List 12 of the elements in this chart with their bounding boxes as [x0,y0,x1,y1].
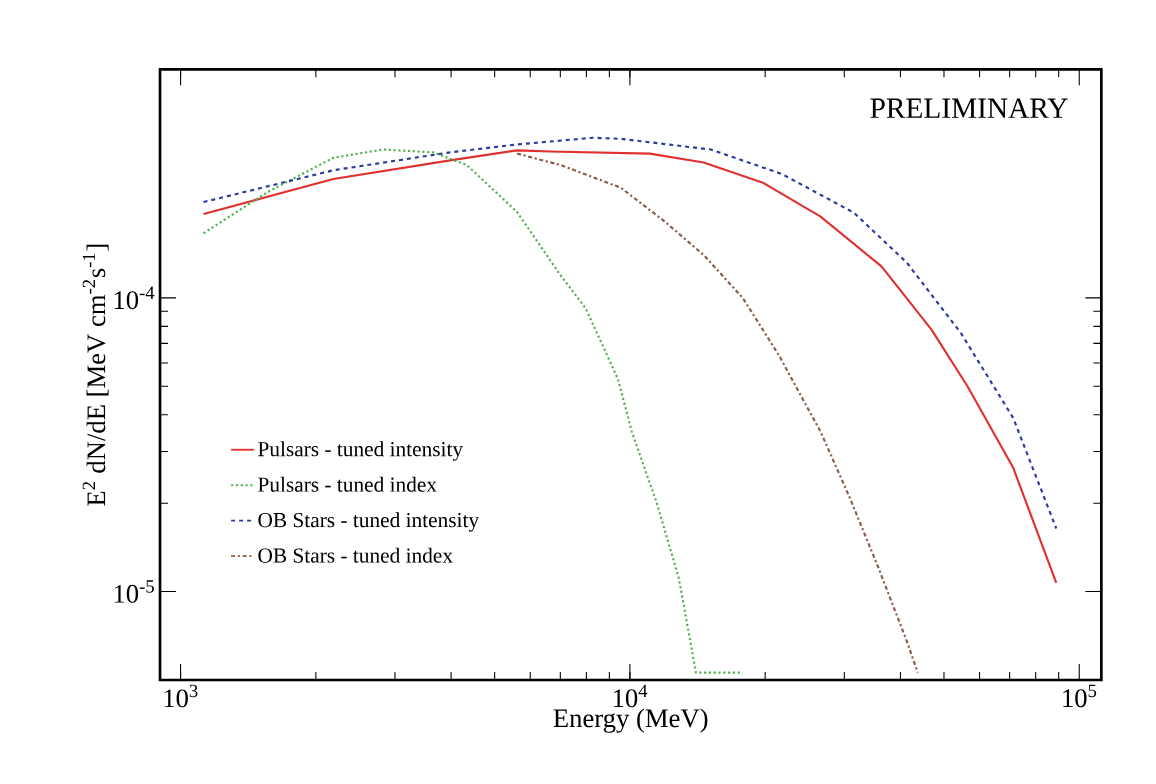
legend-label: OB Stars - tuned index [258,547,453,563]
legend-label: OB Stars - tuned intensity [258,512,480,532]
x-tick-label: 10$^{4}$ [613,684,648,708]
legend-label: Pulsars - tuned index [258,476,437,492]
y-tick-label: 10$^{-5}$ [114,580,154,603]
x-axis-title: Energy (MeV) [553,708,708,733]
y-tick-label: 10$^{-4}$ [114,286,155,310]
x-tick-label: 10$^{5}$ [1063,684,1097,708]
x-tick-label: 10$^{3}$ [164,684,198,708]
legend-label: Pulsars - tuned intensity [258,441,464,461]
y-axis-title: E$^{2}$ dN/dE [MeV cm$^{-2}$s$^{-1}$] [82,244,109,506]
annotation: PRELIMINARY [870,98,1068,118]
